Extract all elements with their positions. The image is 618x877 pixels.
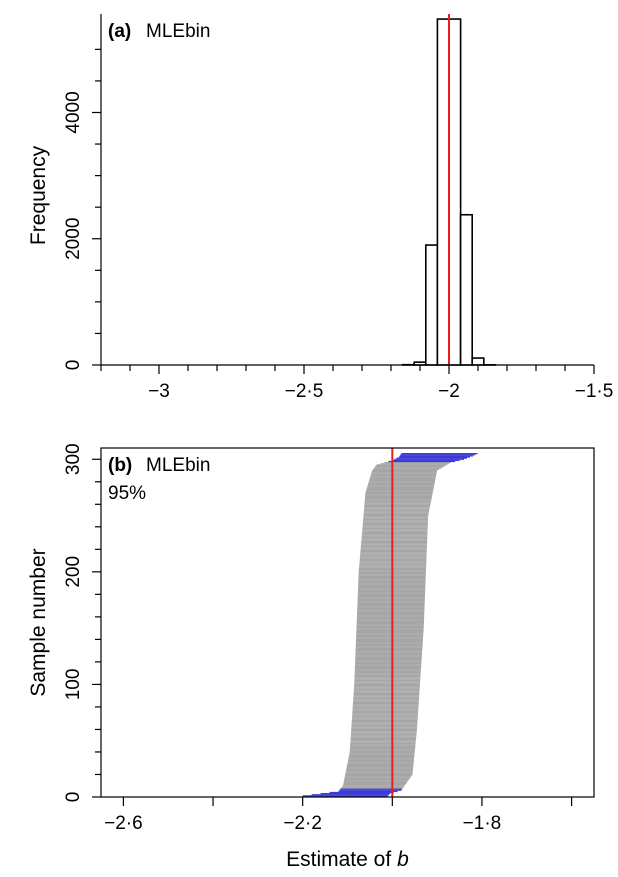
panel-a-label: (a) — [108, 21, 131, 42]
x-tick-label-a: −2 — [438, 381, 460, 402]
x-tick-label-a: −2·5 — [285, 381, 324, 402]
panel-a-title: MLEbin — [146, 21, 210, 42]
y-axis-title-a: Frequency — [27, 145, 50, 245]
x-tick-label-a: −1·5 — [575, 381, 614, 402]
panel-b-label: (b) — [108, 455, 132, 476]
y-tick-label-a: 0 — [63, 360, 84, 371]
histogram-bar-4 — [448, 18, 462, 366]
x-axis-title-text: Estimate of — [286, 848, 391, 871]
axes-b: 0 100 200 300 −2·6 −2·2 −1·8 — [63, 443, 573, 834]
y-tick-label-b: 300 — [63, 443, 84, 475]
y-tick-label-a: 2000 — [63, 218, 84, 260]
x-tick-label-b: −1·8 — [463, 813, 502, 834]
histogram-bar-2 — [424, 244, 439, 366]
confidence-intervals — [302, 453, 478, 797]
x-tick-label-b: −2·6 — [104, 813, 143, 834]
y-tick-label-b: 200 — [63, 556, 84, 588]
panel-b-subtitle: 95% — [108, 483, 146, 504]
x-axis-title-symbol: b — [397, 848, 409, 871]
x-tick-label-b: −2·2 — [283, 813, 322, 834]
y-axis-title-b: Sample number — [27, 548, 50, 696]
plot-frame-b — [100, 447, 595, 798]
histogram-bar-5 — [459, 213, 474, 366]
axes-a: 0 2000 4000 −3 −2·5 −2 −1·5 — [63, 14, 613, 402]
ci-panel-b: 0 100 200 300 −2·6 −2·2 −1·8 (b) MLEbin 95% Sa… — [27, 443, 595, 871]
y-tick-label-a: 4000 — [63, 91, 84, 133]
histogram-bar-3 — [436, 18, 450, 366]
panel-b-title: MLEbin — [146, 455, 210, 476]
y-tick-label-b: 0 — [63, 792, 84, 803]
histogram-panel-a: 0 2000 4000 −3 −2·5 −2 −1·5 (a) MLEbin Frequen… — [27, 14, 613, 402]
y-tick-label-b: 100 — [63, 669, 84, 701]
x-tick-label-a: −3 — [148, 381, 170, 402]
x-axis-title-b: Estimate of b — [286, 848, 409, 871]
histogram-bar-6 — [471, 357, 485, 366]
